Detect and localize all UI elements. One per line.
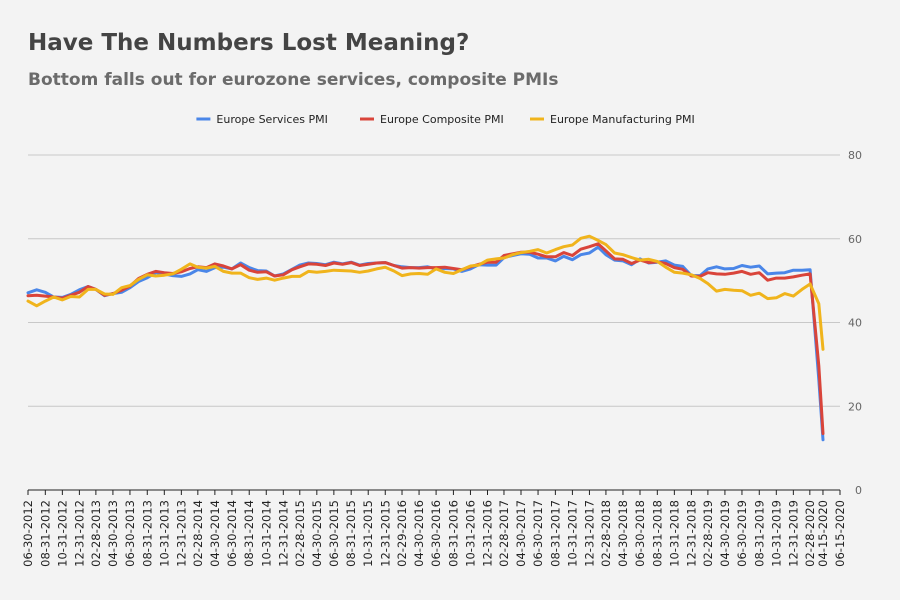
- x-tick-label: 04-15-2020: [816, 500, 830, 567]
- chart-subtitle: Bottom falls out for eurozone services, …: [28, 70, 559, 90]
- x-tick-label: 04-30-2018: [616, 500, 630, 567]
- x-tick-label: 02-28-2020: [803, 500, 817, 567]
- x-tick-label: 02-28-2014: [191, 500, 205, 567]
- x-tick-label: 02-28-2015: [293, 500, 307, 567]
- x-tick-label: 02-29-2016: [395, 500, 409, 567]
- series-line-europe-manufacturing-pmi: [26, 234, 825, 351]
- x-tick-label: 12-31-2013: [174, 500, 188, 567]
- x-tick-label: 06-30-2015: [327, 500, 341, 567]
- x-tick-label: 08-31-2013: [140, 500, 154, 567]
- x-tick-label: 12-31-2017: [582, 500, 596, 567]
- x-tick-label: 06-30-2018: [633, 500, 647, 567]
- x-tick-label: 08-31-2017: [548, 500, 562, 567]
- y-tick-label: 80: [848, 149, 862, 162]
- x-tick-label: 06-30-2013: [123, 500, 137, 567]
- x-tick-label: 10-31-2012: [55, 500, 69, 567]
- x-tick-label: 12-31-2012: [72, 500, 86, 567]
- x-tick-label: 10-31-2014: [259, 500, 273, 567]
- x-tick-label: 10-31-2015: [361, 500, 375, 567]
- x-tick-label: 12-31-2015: [378, 500, 392, 567]
- y-tick-label: 60: [848, 233, 862, 246]
- x-tick-label: 08-31-2019: [752, 500, 766, 567]
- x-tick-label: 12-31-2019: [786, 500, 800, 567]
- legend-label-europe-services-pmi: Europe Services PMI: [216, 113, 327, 126]
- x-tick-label: 06-30-2012: [21, 500, 35, 567]
- x-tick-label: 04-30-2016: [412, 500, 426, 567]
- x-tick-label: 08-31-2018: [650, 500, 664, 567]
- x-tick-label: 02-28-2019: [701, 500, 715, 567]
- chart-title: Have The Numbers Lost Meaning?: [28, 30, 470, 56]
- legend-label-europe-manufacturing-pmi: Europe Manufacturing PMI: [550, 113, 695, 126]
- x-tick-label: 04-30-2017: [514, 500, 528, 567]
- x-tick-label: 04-30-2014: [208, 500, 222, 567]
- x-tick-label: 04-30-2013: [106, 500, 120, 567]
- x-tick-label: 04-30-2015: [310, 500, 324, 567]
- x-tick-label: 08-31-2012: [38, 500, 52, 567]
- x-tick-label: 04-30-2019: [718, 500, 732, 567]
- x-tick-label: 06-30-2017: [531, 500, 545, 567]
- x-tick-label: 10-31-2018: [667, 500, 681, 567]
- y-tick-label: 20: [848, 400, 862, 413]
- x-tick-label: 12-31-2018: [684, 500, 698, 567]
- x-tick-label: 12-31-2016: [480, 500, 494, 567]
- x-tick-label: 12-31-2014: [276, 500, 290, 567]
- y-tick-label: 40: [848, 317, 862, 330]
- x-tick-label: 06-15-2020: [833, 500, 847, 567]
- x-tick-label: 08-31-2016: [446, 500, 460, 567]
- x-tick-label: 08-31-2015: [344, 500, 358, 567]
- x-tick-label: 10-31-2017: [565, 500, 579, 567]
- x-tick-label: 10-31-2019: [769, 500, 783, 567]
- legend-label-europe-composite-pmi: Europe Composite PMI: [380, 113, 504, 126]
- x-tick-label: 06-30-2014: [225, 500, 239, 567]
- x-tick-label: 02-28-2018: [599, 500, 613, 567]
- x-tick-label: 02-28-2013: [89, 500, 103, 567]
- x-tick-label: 06-30-2016: [429, 500, 443, 567]
- x-tick-label: 10-31-2016: [463, 500, 477, 567]
- y-tick-label: 0: [855, 484, 862, 497]
- x-tick-label: 08-31-2014: [242, 500, 256, 567]
- x-tick-label: 10-31-2013: [157, 500, 171, 567]
- x-tick-label: 02-28-2017: [497, 500, 511, 567]
- x-tick-label: 06-30-2019: [735, 500, 749, 567]
